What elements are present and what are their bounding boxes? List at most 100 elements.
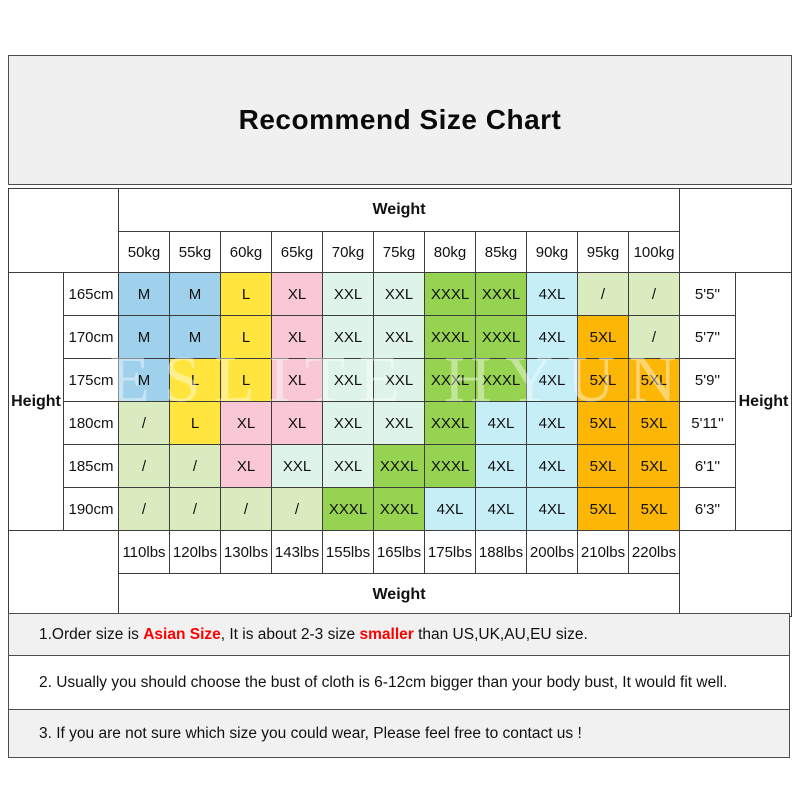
size-cell: / xyxy=(169,444,221,488)
size-cell: XXL xyxy=(373,315,425,359)
table-row: 180cm / L XL XL XXL XXL XXXL 4XL 4XL 5XL… xyxy=(9,401,792,445)
size-cell: M xyxy=(118,358,170,402)
size-cell: L xyxy=(169,401,221,445)
size-cell: XXL xyxy=(322,358,374,402)
height-label-left: Height xyxy=(8,272,64,531)
page-title: Recommend Size Chart xyxy=(238,104,562,135)
size-cell: XXL xyxy=(322,272,374,316)
size-cell: XXL xyxy=(373,401,425,445)
size-cell: XXXL xyxy=(475,358,527,402)
size-cell: 5XL xyxy=(628,401,680,445)
height-cm: 165cm xyxy=(63,272,119,316)
size-cell: XXXL xyxy=(424,358,476,402)
kg-header: 80kg xyxy=(424,231,476,273)
size-cell: XXXL xyxy=(424,444,476,488)
size-cell: 5XL xyxy=(577,444,629,488)
size-cell: / xyxy=(118,444,170,488)
table-row: 175cm M L L XL XXL XXL XXXL XXXL 4XL 5XL… xyxy=(9,358,792,402)
size-cell: 5XL xyxy=(577,315,629,359)
size-cell: L xyxy=(220,315,272,359)
height-cm: 175cm xyxy=(63,358,119,402)
size-cell: 5XL xyxy=(628,444,680,488)
size-cell: 4XL xyxy=(526,358,578,402)
size-cell: XXL xyxy=(322,315,374,359)
height-ft: 5'5'' xyxy=(679,272,736,316)
kg-header: 65kg xyxy=(271,231,323,273)
height-cm: 170cm xyxy=(63,315,119,359)
lbs-header: 175lbs xyxy=(424,530,476,574)
lbs-header: 120lbs xyxy=(169,530,221,574)
size-cell: / xyxy=(220,487,272,531)
size-cell: XL xyxy=(271,272,323,316)
size-cell: 4XL xyxy=(475,444,527,488)
kg-header: 95kg xyxy=(577,231,629,273)
height-cm: 190cm xyxy=(63,487,119,531)
height-ft: 6'3'' xyxy=(679,487,736,531)
size-cell: / xyxy=(628,315,680,359)
weight-header-bottom: Weight xyxy=(118,573,680,617)
height-label-right: Height xyxy=(735,272,792,531)
size-cell: XL xyxy=(220,444,272,488)
height-cm: 180cm xyxy=(63,401,119,445)
title-panel: Recommend Size Chart xyxy=(8,55,792,185)
lbs-header: 188lbs xyxy=(475,530,527,574)
size-chart-table: Weight 50kg 55kg 60kg 65kg 70kg 75kg 80k… xyxy=(8,188,792,617)
size-cell: XL xyxy=(271,315,323,359)
size-cell: XXXL xyxy=(373,444,425,488)
size-cell: 4XL xyxy=(526,401,578,445)
corner-top-left xyxy=(8,188,119,273)
note-1-text: 1.Order size is xyxy=(39,625,144,643)
note-2-text: 2. Usually you should choose the bust of… xyxy=(39,673,728,691)
size-cell: / xyxy=(169,487,221,531)
note-2: 2. Usually you should choose the bust of… xyxy=(8,655,790,710)
kg-header: 85kg xyxy=(475,231,527,273)
size-cell: XL xyxy=(271,358,323,402)
size-cell: M xyxy=(169,315,221,359)
size-cell: / xyxy=(628,272,680,316)
size-cell: / xyxy=(118,487,170,531)
size-cell: XXXL xyxy=(424,315,476,359)
lbs-header: 155lbs xyxy=(322,530,374,574)
size-cell: / xyxy=(271,487,323,531)
lbs-header: 210lbs xyxy=(577,530,629,574)
table-row: 185cm / / XL XXL XXL XXXL XXXL 4XL 4XL 5… xyxy=(9,444,792,488)
lbs-header: 220lbs xyxy=(628,530,680,574)
kg-header: 70kg xyxy=(322,231,374,273)
height-ft: 6'1'' xyxy=(679,444,736,488)
kg-header: 90kg xyxy=(526,231,578,273)
size-cell: 5XL xyxy=(577,487,629,531)
lbs-header: 143lbs xyxy=(271,530,323,574)
size-cell: XXXL xyxy=(373,487,425,531)
size-cell: XXXL xyxy=(475,315,527,359)
corner-bottom-left xyxy=(8,530,119,617)
size-cell: 5XL xyxy=(577,401,629,445)
size-cell: XXL xyxy=(373,358,425,402)
size-cell: 4XL xyxy=(526,272,578,316)
size-cell: / xyxy=(577,272,629,316)
size-cell: XXL xyxy=(322,401,374,445)
note-3: 3. If you are not sure which size you co… xyxy=(8,709,790,758)
note-1: 1.Order size is Asian Size, It is about … xyxy=(8,613,790,656)
kg-header: 60kg xyxy=(220,231,272,273)
note-1-text: than US,UK,AU,EU size. xyxy=(413,625,588,643)
size-cell: 4XL xyxy=(526,487,578,531)
kg-header: 75kg xyxy=(373,231,425,273)
height-ft: 5'11'' xyxy=(679,401,736,445)
table-row: Height 165cm M M L XL XXL XXL XXXL XXXL … xyxy=(8,272,792,531)
weight-header-top: Weight xyxy=(118,188,680,232)
size-cell: 4XL xyxy=(526,315,578,359)
size-cell: XL xyxy=(220,401,272,445)
size-cell: 4XL xyxy=(424,487,476,531)
size-cell: 4XL xyxy=(526,444,578,488)
height-ft: 5'7'' xyxy=(679,315,736,359)
note-1-highlight-asian-size: Asian Size xyxy=(143,625,221,643)
size-cell: L xyxy=(169,358,221,402)
size-cell: L xyxy=(220,358,272,402)
lbs-header: 200lbs xyxy=(526,530,578,574)
size-cell: / xyxy=(118,401,170,445)
size-cell: XXXL xyxy=(424,272,476,316)
table-row: Weight xyxy=(9,573,792,617)
note-1-highlight-smaller: smaller xyxy=(359,625,414,643)
kg-header: 50kg xyxy=(118,231,170,273)
lbs-header: 110lbs xyxy=(118,530,170,574)
